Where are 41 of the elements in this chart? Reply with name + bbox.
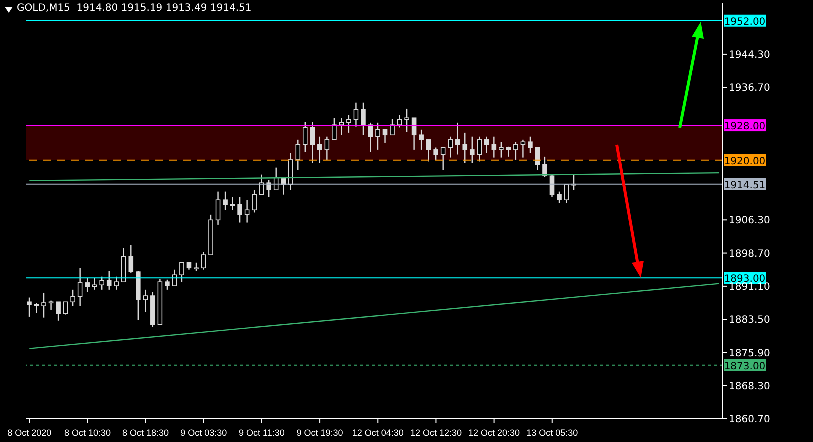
candlestick (216, 191, 221, 226)
candlestick (201, 251, 206, 270)
candlestick (244, 200, 250, 224)
x-tick-label: 8 Oct 18:30 (122, 428, 170, 438)
candlestick (455, 122, 460, 156)
x-tick-label: 13 Oct 05:30 (526, 428, 578, 438)
candlestick (310, 121, 316, 164)
x-tick-label: 12 Oct 12:30 (410, 428, 462, 438)
y-tick-label: 1898.70 (729, 248, 770, 260)
y-tick-label: 1875.90 (729, 348, 770, 360)
y-tick-label: 1860.70 (729, 414, 770, 426)
candlestick (324, 136, 330, 161)
x-tick-label: 9 Oct 19:30 (296, 428, 344, 438)
x-tick-label: 12 Oct 04:30 (352, 428, 404, 438)
x-tick-label: 9 Oct 11:30 (239, 428, 285, 438)
ref-line-label: 1914.51 (724, 180, 766, 192)
candlestick (143, 289, 148, 313)
candlestick (404, 108, 410, 133)
candlestick (462, 132, 468, 164)
y-tick-label: 1936.70 (729, 83, 770, 94)
candlestick (520, 139, 526, 158)
candlestick (42, 292, 46, 318)
x-tick-label: 8 Oct 10:30 (64, 428, 111, 438)
candlestick (354, 102, 359, 128)
candlestick (368, 122, 374, 153)
ref-line-label: 1873.00 (724, 361, 766, 372)
ref-line-label: 1952.00 (724, 16, 766, 28)
chart-title: GOLD,M15 1914.80 1915.19 1913.49 1914.51 (17, 3, 252, 14)
candlestick (34, 302, 40, 314)
y-tick-label: 1906.30 (729, 216, 770, 227)
y-tick-label: 1883.50 (729, 315, 770, 326)
ref-line-label: 1920.00 (724, 156, 766, 168)
ref-line-label: 1928.00 (724, 122, 766, 133)
x-tick-label: 12 Oct 20:30 (468, 428, 520, 438)
candlestick (78, 268, 83, 307)
y-tick-label: 1944.30 (729, 50, 770, 62)
x-tick-label: 9 Oct 03:30 (180, 428, 228, 438)
x-tick-label: 8 Oct 2020 (8, 428, 52, 438)
y-tick-label: 1868.30 (729, 381, 770, 392)
candlestick (492, 136, 497, 158)
candlestick (92, 278, 98, 291)
